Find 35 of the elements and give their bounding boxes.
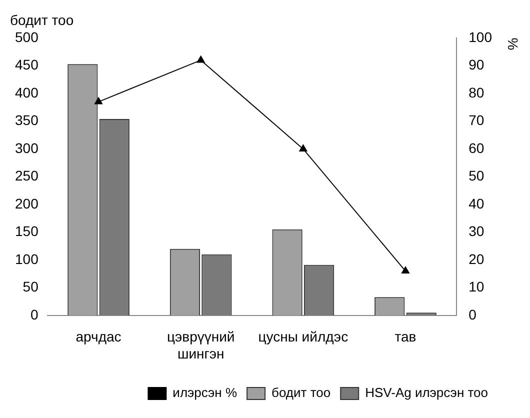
y2-tick-label: 100 [468,28,492,45]
y2-tick-label: 90 [468,56,484,73]
y-tick-label: 150 [15,223,39,240]
legend-label: HSV-Ag илэрсэн тоо [365,385,488,400]
y2-tick-label: 20 [468,250,484,267]
y-tick-label: 50 [22,278,39,295]
y2-tick-label: 10 [468,278,484,295]
x-tick-label: цэврүүний шингэн [166,328,235,362]
x-tick-label: арчдас [76,328,122,345]
y2-tick-label: 40 [468,195,484,212]
legend-label: бодит тоо [272,385,331,400]
point [94,97,102,104]
y-axis-title: бодит тоо [10,12,74,28]
point [402,266,410,274]
y-tick-label: 400 [15,84,39,100]
x-tick-label: цусны ийлдэс [258,328,348,345]
point [299,144,308,152]
y-tick-label: 250 [15,168,39,184]
y-tick-label: 500 [15,28,39,45]
y2-tick-label: 30 [468,223,484,240]
y2-tick-label: 80 [468,84,484,100]
y2-tick-label: 0 [468,306,477,322]
point [196,56,205,63]
y-tick-label: 100 [15,250,39,267]
y-tick-label: 0 [30,306,39,322]
y-tick-label: 200 [15,195,39,212]
y2-axis-title: % [505,38,522,50]
legend-label: илэрсэн % [172,385,238,400]
y-tick-label: 450 [15,56,39,73]
y2-tick-label: 50 [468,168,484,184]
y2-tick-label: 70 [468,112,484,128]
x-tick-label: тав [394,328,416,345]
y-tick-label: 300 [15,140,39,156]
y2-tick-label: 60 [468,140,484,156]
y-tick-label: 350 [15,112,39,128]
